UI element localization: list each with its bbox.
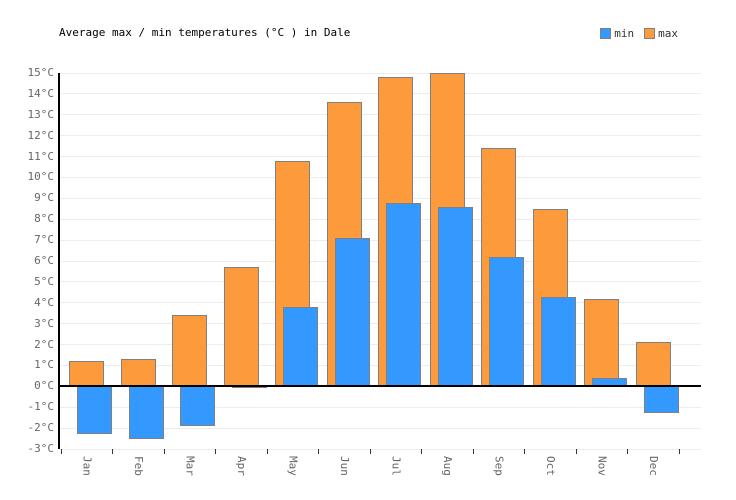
bar-max-jan[interactable]	[69, 361, 104, 387]
bar-min-mar[interactable]	[180, 386, 215, 427]
x-axis-tick	[575, 449, 577, 454]
x-axis-tick	[369, 449, 371, 454]
x-axis-tick	[112, 449, 113, 454]
x-axis-tick	[266, 449, 268, 454]
y-axis-label-3: 3°C	[34, 316, 54, 330]
x-axis-tick	[163, 449, 165, 454]
bar-min-aug[interactable]	[437, 206, 473, 387]
bar-min-jul[interactable]	[386, 202, 421, 387]
x-axis-label-oct: Oct	[543, 456, 557, 476]
gridline--1	[60, 406, 701, 408]
y-axis-label-2: 2°C	[34, 337, 54, 351]
bar-min-feb[interactable]	[128, 386, 164, 439]
y-axis-label-11: 11°C	[27, 149, 55, 163]
bar-min-may[interactable]	[283, 306, 318, 387]
y-axis-label--3: -3°C	[27, 442, 55, 455]
y-axis-label--1: -1°C	[27, 400, 55, 414]
x-axis-label-aug: Aug	[440, 456, 454, 476]
x-axis-label-dec: Dec	[646, 456, 660, 476]
x-axis-label-sep: Sep	[492, 456, 506, 476]
y-axis-label-12: 12°C	[27, 128, 55, 142]
y-axis-label-7: 7°C	[34, 233, 54, 247]
y-axis-label-15: 15°C	[27, 66, 55, 79]
x-axis-tick	[60, 449, 62, 454]
gridline--3	[60, 448, 701, 450]
x-axis-label-apr: Apr	[234, 456, 248, 476]
x-axis-tick	[627, 449, 628, 454]
legend-item-min[interactable]: min	[600, 27, 634, 40]
y-axis-label-8: 8°C	[34, 212, 54, 226]
y-axis-label-10: 10°C	[27, 170, 55, 184]
x-axis-label-jul: Jul	[389, 456, 403, 476]
x-axis-tick	[678, 449, 680, 454]
gridline--2	[60, 427, 701, 429]
x-axis-label-nov: Nov	[595, 456, 609, 476]
legend-label-min: min	[614, 27, 635, 40]
x-axis-tick	[215, 449, 216, 454]
bar-max-nov[interactable]	[584, 298, 619, 387]
legend: min max	[600, 27, 678, 40]
y-axis-label-0: 0°C	[34, 379, 54, 393]
bar-max-feb[interactable]	[120, 359, 156, 387]
bar-min-jan[interactable]	[77, 386, 112, 435]
y-axis-label-13: 13°C	[27, 107, 55, 121]
y-axis-line	[58, 73, 60, 449]
legend-swatch-min-icon	[600, 28, 612, 39]
bar-max-mar[interactable]	[172, 315, 207, 387]
x-axis-tick	[318, 449, 319, 454]
legend-item-max[interactable]: max	[644, 27, 678, 40]
x-axis-tick	[472, 449, 474, 454]
x-axis-label-jun: Jun	[337, 456, 351, 476]
x-axis-tick	[524, 449, 525, 454]
bar-max-apr[interactable]	[223, 267, 259, 387]
y-axis-label-1: 1°C	[34, 358, 54, 372]
y-axis-label--2: -2°C	[27, 421, 55, 435]
x-axis-zero-line	[60, 385, 701, 388]
chart-title: Average max / min temperatures (°C ) in …	[59, 26, 351, 39]
x-axis-label-mar: Mar	[183, 456, 197, 476]
y-axis-label-5: 5°C	[34, 274, 54, 288]
y-axis-label-9: 9°C	[34, 191, 54, 205]
gridline-15	[60, 72, 701, 74]
legend-swatch-max-icon	[644, 28, 656, 39]
bar-max-dec[interactable]	[635, 342, 671, 387]
bar-min-sep[interactable]	[489, 256, 524, 387]
y-axis-label-6: 6°C	[34, 254, 54, 267]
x-axis-label-may: May	[286, 456, 300, 476]
y-axis-label-4: 4°C	[34, 295, 54, 309]
x-axis-label-feb: Feb	[131, 456, 145, 476]
x-axis-tick	[421, 449, 422, 454]
y-axis-label-14: 14°C	[27, 86, 55, 100]
bar-min-jun[interactable]	[334, 238, 370, 387]
bar-min-dec[interactable]	[643, 386, 679, 414]
x-axis-label-jan: Jan	[80, 456, 94, 476]
legend-label-max: max	[658, 27, 678, 40]
bar-min-oct[interactable]	[540, 296, 576, 387]
